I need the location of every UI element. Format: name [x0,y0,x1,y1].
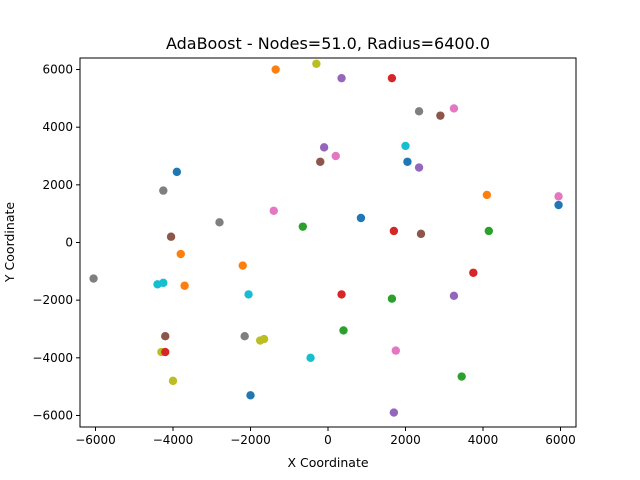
data-point-20 [215,218,224,227]
data-point-4 [387,73,397,83]
data-point-32 [159,278,168,288]
data-point-28 [238,261,247,270]
data-point-11 [401,141,410,151]
data-point-49 [246,391,255,400]
x-axis-label: X Coordinate [287,455,368,470]
data-point-17 [554,192,563,201]
data-point-25 [484,226,494,236]
data-point-39 [240,331,249,341]
y-axis-label: Y Coordinate [2,202,17,283]
x-tick-label: 6000 [545,433,576,447]
data-point-13 [414,163,424,172]
chart-title: AdaBoost - Nodes=51.0, Radius=6400.0 [166,34,490,53]
data-point-47 [457,372,466,381]
plot-frame [79,57,577,428]
data-point-16 [482,190,492,200]
data-point-23 [389,226,399,236]
y-tick-label: 4000 [42,120,73,134]
data-point-15 [159,186,168,195]
data-point-10 [331,151,340,161]
data-point-29 [469,268,478,277]
data-point-46 [306,353,315,363]
data-point-34 [244,290,253,299]
data-point-1 [271,65,280,74]
data-point-24 [416,229,426,239]
data-point-33 [180,281,189,290]
data-point-19 [269,206,278,215]
data-point-27 [176,249,185,259]
data-point-8 [319,143,329,152]
y-tick-label: −4000 [32,351,73,365]
y-axis-ticks: −6000 −4000 −2000 0 2000 4000 6000 [32,63,80,422]
data-point-35 [337,290,346,299]
data-point-21 [356,213,366,223]
x-tick-label: −6000 [75,433,116,447]
y-tick-label: −2000 [32,293,73,307]
data-point-37 [449,291,459,301]
data-point-26 [166,232,176,241]
y-tick-label: 0 [65,236,73,250]
x-tick-label: 0 [324,433,332,447]
x-tick-label: 2000 [390,433,421,447]
data-point-45 [391,346,401,355]
data-point-7 [449,104,459,113]
x-axis-ticks: −6000 −4000 −2000 0 2000 4000 6000 [75,427,576,447]
data-point-50 [389,408,399,417]
data-point-42 [339,326,348,335]
y-tick-label: 6000 [42,63,73,77]
data-point-2 [312,59,321,68]
data-point-18 [554,200,563,210]
data-points [89,59,563,417]
data-point-38 [161,331,170,341]
data-point-48 [168,376,178,386]
data-point-44 [161,347,170,357]
data-point-36 [387,294,397,303]
data-point-41 [259,334,269,344]
x-tick-label: −4000 [153,433,194,447]
x-tick-label: −2000 [230,433,271,447]
data-point-5 [414,107,424,116]
data-point-9 [316,157,325,166]
data-point-14 [172,167,182,177]
x-tick-label: 4000 [468,433,499,447]
data-point-3 [337,73,346,83]
data-point-12 [403,157,412,166]
y-tick-label: 2000 [42,178,73,192]
data-point-30 [89,274,98,283]
y-tick-label: −6000 [32,408,73,422]
data-point-6 [436,111,445,120]
data-point-22 [298,222,308,231]
